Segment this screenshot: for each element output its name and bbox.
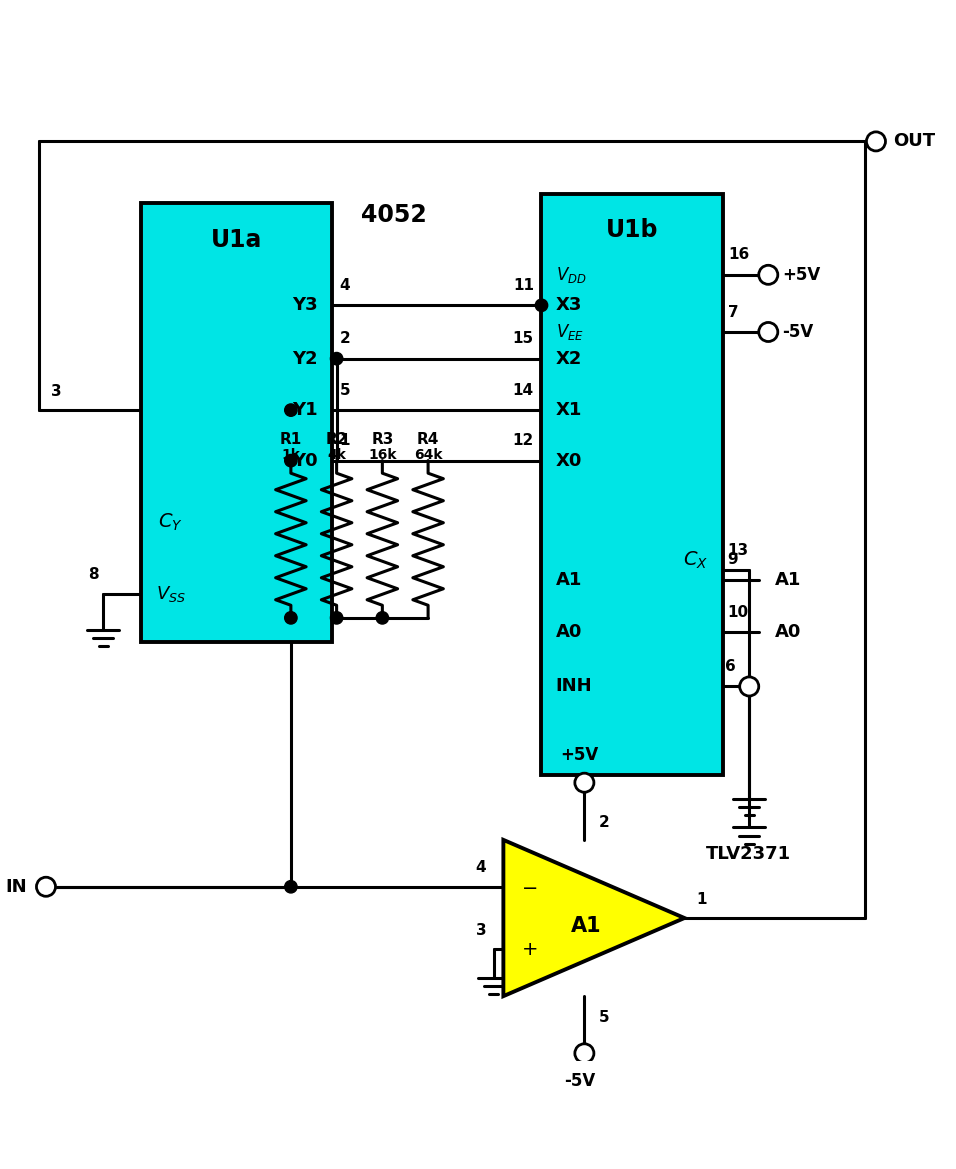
Circle shape bbox=[331, 353, 343, 365]
Text: -5V: -5V bbox=[564, 1072, 596, 1091]
Text: $C_Y$: $C_Y$ bbox=[159, 512, 184, 533]
Text: 8: 8 bbox=[88, 567, 98, 582]
Text: TLV2371: TLV2371 bbox=[706, 845, 791, 863]
Circle shape bbox=[740, 677, 759, 696]
Text: U1a: U1a bbox=[211, 228, 262, 251]
Text: 12: 12 bbox=[512, 434, 533, 448]
Text: X3: X3 bbox=[555, 296, 582, 314]
Text: 14: 14 bbox=[512, 382, 533, 397]
Circle shape bbox=[285, 455, 297, 466]
Circle shape bbox=[285, 880, 297, 893]
Text: 4052: 4052 bbox=[361, 202, 426, 227]
Text: IN: IN bbox=[6, 878, 27, 895]
Text: R1: R1 bbox=[280, 433, 302, 448]
Text: 3: 3 bbox=[51, 383, 61, 399]
Text: Y3: Y3 bbox=[292, 296, 317, 314]
Text: Y1: Y1 bbox=[292, 401, 317, 420]
Text: A1: A1 bbox=[775, 570, 801, 589]
Circle shape bbox=[535, 299, 548, 311]
Text: $+$: $+$ bbox=[520, 940, 537, 959]
Text: OUT: OUT bbox=[893, 132, 935, 151]
Text: INH: INH bbox=[555, 678, 593, 696]
Text: 9: 9 bbox=[728, 552, 738, 567]
Circle shape bbox=[759, 265, 778, 284]
Circle shape bbox=[285, 404, 297, 416]
Circle shape bbox=[376, 611, 388, 624]
Text: $-$: $-$ bbox=[520, 877, 536, 897]
Text: $C_X$: $C_X$ bbox=[683, 551, 708, 572]
Text: 6: 6 bbox=[726, 659, 736, 675]
Text: 4k: 4k bbox=[327, 448, 346, 462]
Text: 1k: 1k bbox=[281, 448, 300, 462]
Circle shape bbox=[575, 773, 594, 793]
Text: A1: A1 bbox=[571, 915, 601, 935]
Text: 1: 1 bbox=[339, 434, 350, 448]
Text: X2: X2 bbox=[555, 350, 582, 368]
Text: 5: 5 bbox=[339, 382, 350, 397]
Text: Y2: Y2 bbox=[292, 350, 317, 368]
Text: 16: 16 bbox=[728, 248, 750, 262]
Text: 4: 4 bbox=[339, 278, 350, 293]
Text: 15: 15 bbox=[512, 331, 533, 346]
Text: U1b: U1b bbox=[606, 219, 659, 242]
Circle shape bbox=[331, 611, 343, 624]
Circle shape bbox=[575, 1044, 594, 1063]
Text: 2: 2 bbox=[339, 331, 350, 346]
Text: 5: 5 bbox=[598, 1010, 609, 1025]
Text: +5V: +5V bbox=[783, 265, 821, 284]
Text: A1: A1 bbox=[555, 570, 582, 589]
Text: 4: 4 bbox=[475, 860, 487, 876]
Text: $V_{SS}$: $V_{SS}$ bbox=[156, 584, 185, 604]
Polygon shape bbox=[504, 839, 684, 996]
Text: Y0: Y0 bbox=[292, 451, 317, 470]
Text: X0: X0 bbox=[555, 451, 582, 470]
Text: X1: X1 bbox=[555, 401, 582, 420]
Circle shape bbox=[36, 877, 55, 897]
Text: 10: 10 bbox=[728, 604, 749, 620]
Text: 2: 2 bbox=[598, 815, 609, 830]
Bar bbox=[541, 194, 723, 775]
Bar bbox=[141, 203, 332, 642]
Text: $V_{EE}$: $V_{EE}$ bbox=[555, 321, 584, 343]
Text: R3: R3 bbox=[371, 433, 394, 448]
Circle shape bbox=[285, 611, 297, 624]
Text: R4: R4 bbox=[417, 433, 440, 448]
Text: 13: 13 bbox=[728, 542, 749, 558]
Text: 11: 11 bbox=[512, 278, 533, 293]
Text: A0: A0 bbox=[555, 623, 582, 641]
Text: -5V: -5V bbox=[783, 323, 814, 341]
Text: 64k: 64k bbox=[414, 448, 443, 462]
Text: +5V: +5V bbox=[560, 746, 598, 763]
Text: A0: A0 bbox=[775, 623, 801, 641]
Circle shape bbox=[759, 323, 778, 341]
Text: 3: 3 bbox=[475, 922, 487, 938]
Circle shape bbox=[866, 132, 885, 151]
Text: 7: 7 bbox=[728, 305, 739, 319]
Text: 16k: 16k bbox=[368, 448, 397, 462]
Text: R2: R2 bbox=[325, 433, 348, 448]
Text: $V_{DD}$: $V_{DD}$ bbox=[555, 265, 587, 285]
Text: 1: 1 bbox=[696, 892, 706, 907]
